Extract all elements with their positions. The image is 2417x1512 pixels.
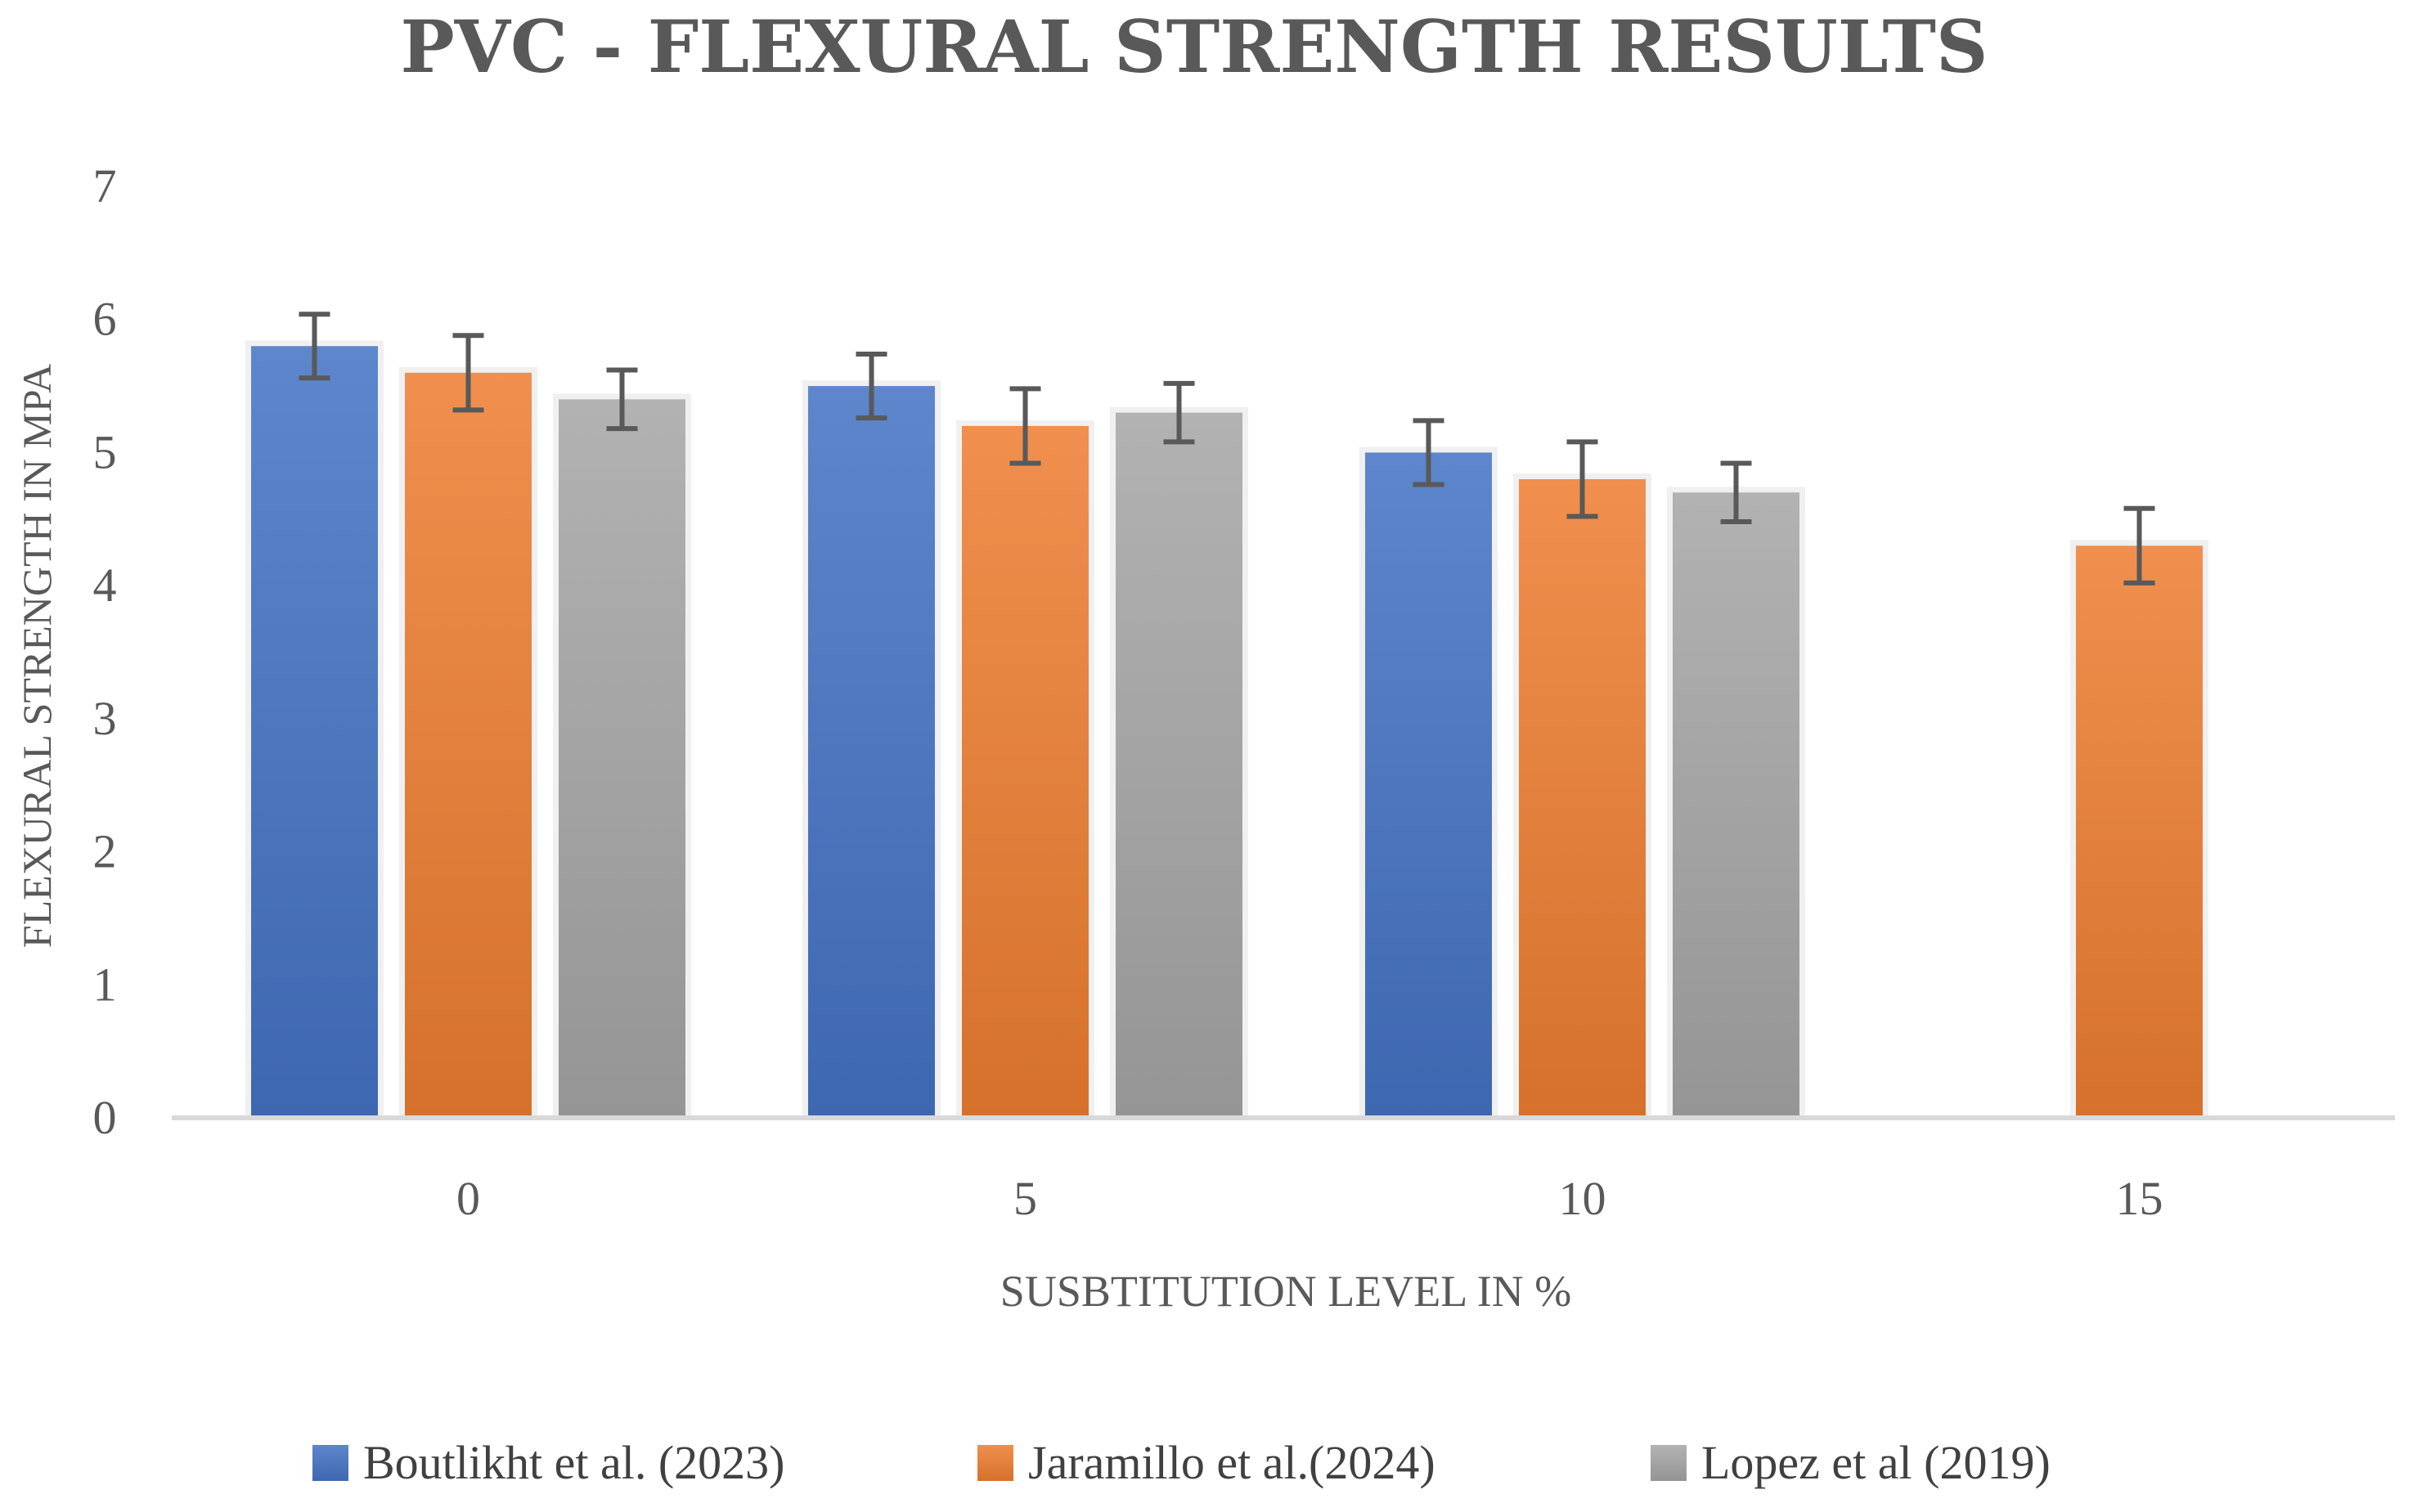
bar-series-group <box>245 340 2208 1119</box>
error-bar <box>606 367 638 432</box>
bar <box>405 372 532 1118</box>
error-bar <box>299 312 330 381</box>
error-bar <box>856 352 887 421</box>
bar <box>962 425 1089 1118</box>
bar <box>2076 545 2203 1118</box>
error-bar <box>1413 418 1444 487</box>
error-bar <box>1163 380 1195 445</box>
legend-swatch <box>312 1445 348 1481</box>
error-bar <box>1009 386 1041 466</box>
y-tick-label: 5 <box>93 425 117 478</box>
y-tick-label: 2 <box>93 825 117 878</box>
legend: Boutlikht et al. (2023) Jaramillo et al.(… <box>312 1436 2051 1489</box>
bar <box>1519 478 1646 1118</box>
y-tick-label: 0 <box>93 1091 117 1144</box>
y-axis-ticks: 0 1 2 3 4 5 6 7 <box>93 159 117 1144</box>
legend-label: Boutlikht et al. (2023) <box>363 1436 785 1489</box>
x-tick-label: 5 <box>1013 1172 1037 1225</box>
error-bar <box>452 333 484 413</box>
legend-item: Boutlikht et al. (2023) <box>312 1436 785 1489</box>
bar <box>1116 412 1242 1119</box>
bar <box>559 399 685 1118</box>
bar <box>1673 492 1799 1118</box>
legend-label: Lopez et al (2019) <box>1701 1436 2051 1489</box>
error-bar <box>1566 439 1598 519</box>
error-bar <box>1720 460 1752 525</box>
chart-title: PVC - FLEXURAL STRENGTH RESULTS <box>401 4 1988 89</box>
error-bar-group <box>299 312 2155 586</box>
y-axis-label: FLEXURAL STRENGTH IN MPA <box>14 364 60 948</box>
legend-item: Jaramillo et al.(2024) <box>977 1436 1435 1489</box>
y-tick-label: 7 <box>93 159 117 213</box>
legend-swatch <box>1651 1445 1687 1481</box>
y-tick-label: 4 <box>93 559 117 612</box>
x-tick-label: 0 <box>456 1172 480 1225</box>
bar <box>1365 452 1492 1118</box>
y-tick-label: 3 <box>93 692 117 745</box>
legend-swatch <box>977 1445 1013 1481</box>
x-axis-ticks: 0 5 10 15 <box>456 1172 2163 1225</box>
x-tick-label: 10 <box>1559 1172 1606 1225</box>
y-tick-label: 1 <box>93 958 117 1011</box>
x-axis-label: SUSBTITUTION LEVEL IN % <box>1000 1267 1571 1316</box>
x-tick-label: 15 <box>2116 1172 2163 1225</box>
error-bar <box>2123 505 2155 586</box>
bar <box>808 386 935 1119</box>
legend-label: Jaramillo et al.(2024) <box>1028 1436 1435 1489</box>
y-tick-label: 6 <box>93 293 117 346</box>
legend-item: Lopez et al (2019) <box>1651 1436 2051 1489</box>
bar <box>251 346 378 1118</box>
